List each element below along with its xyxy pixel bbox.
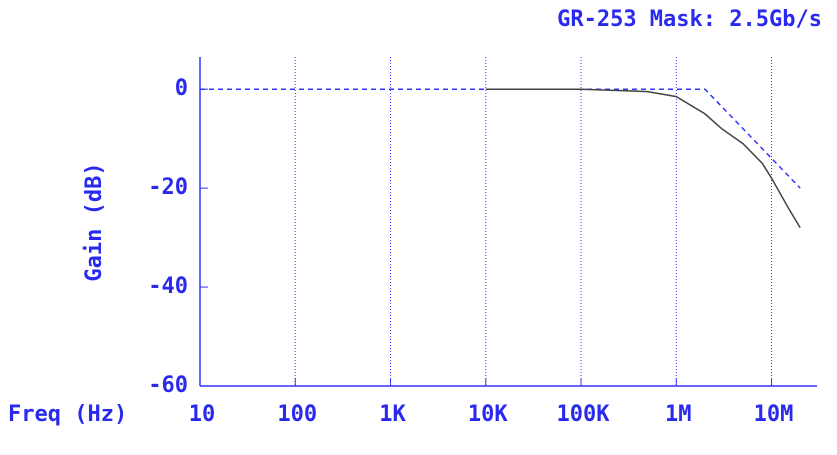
x-axis-label: Freq (Hz) [8,402,127,427]
x-tick-label: 10K [468,402,508,427]
y-axis-label: Gain (dB) [82,162,107,281]
series-line [200,88,801,189]
x-tick-label: 1M [665,402,692,427]
x-tick-label: 100K [557,402,611,427]
y-tick-label: -20 [148,175,188,200]
x-tick-label: 10 [189,402,216,427]
x-tick-label: 100 [277,402,317,427]
y-tick-label: -60 [148,373,188,398]
chart-title: GR-253 Mask: 2.5Gb/s [557,7,822,32]
x-tick-label: 1K [379,402,406,427]
y-tick-label: 0 [175,76,188,101]
series-line [485,88,801,229]
x-tick-label: 10M [754,402,794,427]
y-tick-label: -40 [148,274,188,299]
